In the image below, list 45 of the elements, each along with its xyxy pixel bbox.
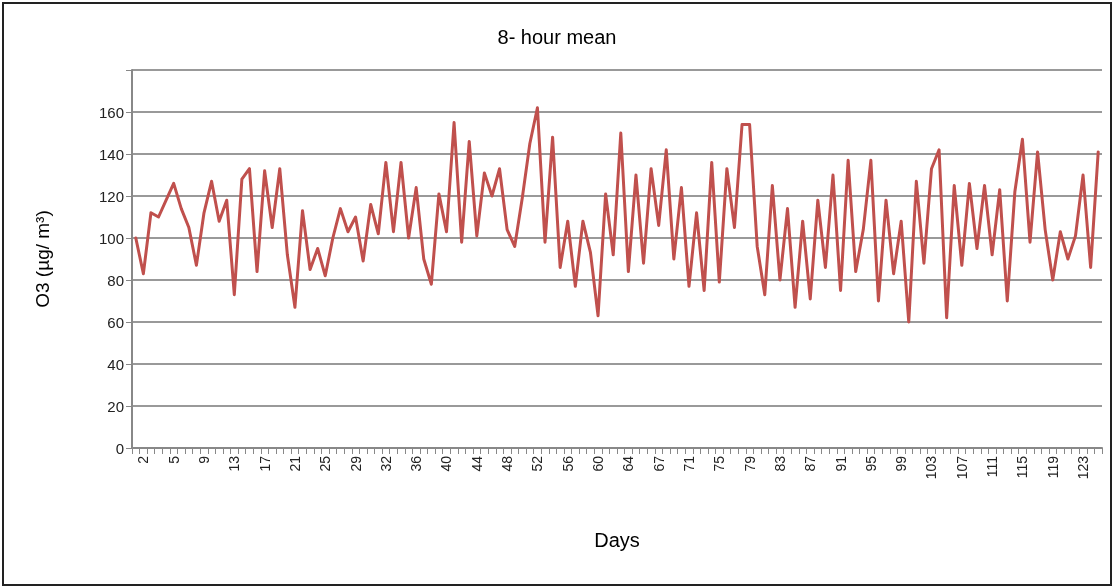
x-tick-label: 99 bbox=[893, 455, 910, 472]
y-tick-label: 160 bbox=[98, 103, 124, 121]
x-tick-label: 21 bbox=[286, 455, 303, 472]
x-tick-label: 107 bbox=[953, 455, 970, 480]
x-tick-label: 123 bbox=[1075, 455, 1092, 480]
x-tick-label: 64 bbox=[620, 455, 637, 472]
y-tick-label: 60 bbox=[107, 313, 124, 331]
y-tick-label: 0 bbox=[115, 439, 124, 457]
x-tick-label: 67 bbox=[650, 455, 667, 472]
x-tick-label: 44 bbox=[468, 455, 485, 472]
x-tick-label: 91 bbox=[832, 455, 849, 472]
x-tick-label: 13 bbox=[226, 455, 243, 472]
y-tick-label: 120 bbox=[98, 187, 124, 205]
x-tick-label: 9 bbox=[195, 455, 212, 464]
x-tick-label: 48 bbox=[499, 455, 516, 472]
x-tick-label: 25 bbox=[317, 455, 334, 472]
y-tick-label: 140 bbox=[98, 145, 124, 163]
chart-title: 8- hour mean bbox=[497, 26, 617, 48]
x-axis-title: Days bbox=[594, 529, 640, 551]
x-tick-label: 29 bbox=[347, 455, 364, 472]
x-tick-label: 56 bbox=[559, 455, 576, 472]
x-tick-label: 2 bbox=[135, 455, 152, 464]
x-tick-label: 17 bbox=[256, 455, 273, 472]
x-tick-label: 36 bbox=[408, 455, 425, 472]
x-tick-label: 75 bbox=[711, 455, 728, 472]
x-tick-label: 60 bbox=[590, 455, 607, 472]
x-tick-label: 52 bbox=[529, 455, 546, 472]
x-tick-label: 40 bbox=[438, 455, 455, 472]
x-tick-label: 71 bbox=[680, 455, 697, 472]
x-tick-label: 115 bbox=[1014, 455, 1031, 479]
y-tick-label: 80 bbox=[107, 271, 124, 289]
x-tick-label: 32 bbox=[377, 455, 394, 472]
line-series bbox=[134, 106, 1100, 324]
x-tick-label: 87 bbox=[802, 455, 819, 472]
y-axis-title: O3 (µg/ m³) bbox=[32, 210, 53, 308]
x-tick-label: 111 bbox=[984, 455, 1001, 478]
y-tick-label: 100 bbox=[98, 229, 124, 247]
x-tick-label: 95 bbox=[862, 455, 879, 472]
y-tick-label: 40 bbox=[107, 355, 124, 373]
y-tick-label: 20 bbox=[107, 397, 124, 415]
x-tick-label: 103 bbox=[923, 455, 940, 480]
x-tick-label: 5 bbox=[165, 455, 182, 464]
x-tick-label: 79 bbox=[741, 455, 758, 472]
x-tick-label: 83 bbox=[771, 455, 788, 472]
x-tick-label: 119 bbox=[1044, 455, 1061, 479]
